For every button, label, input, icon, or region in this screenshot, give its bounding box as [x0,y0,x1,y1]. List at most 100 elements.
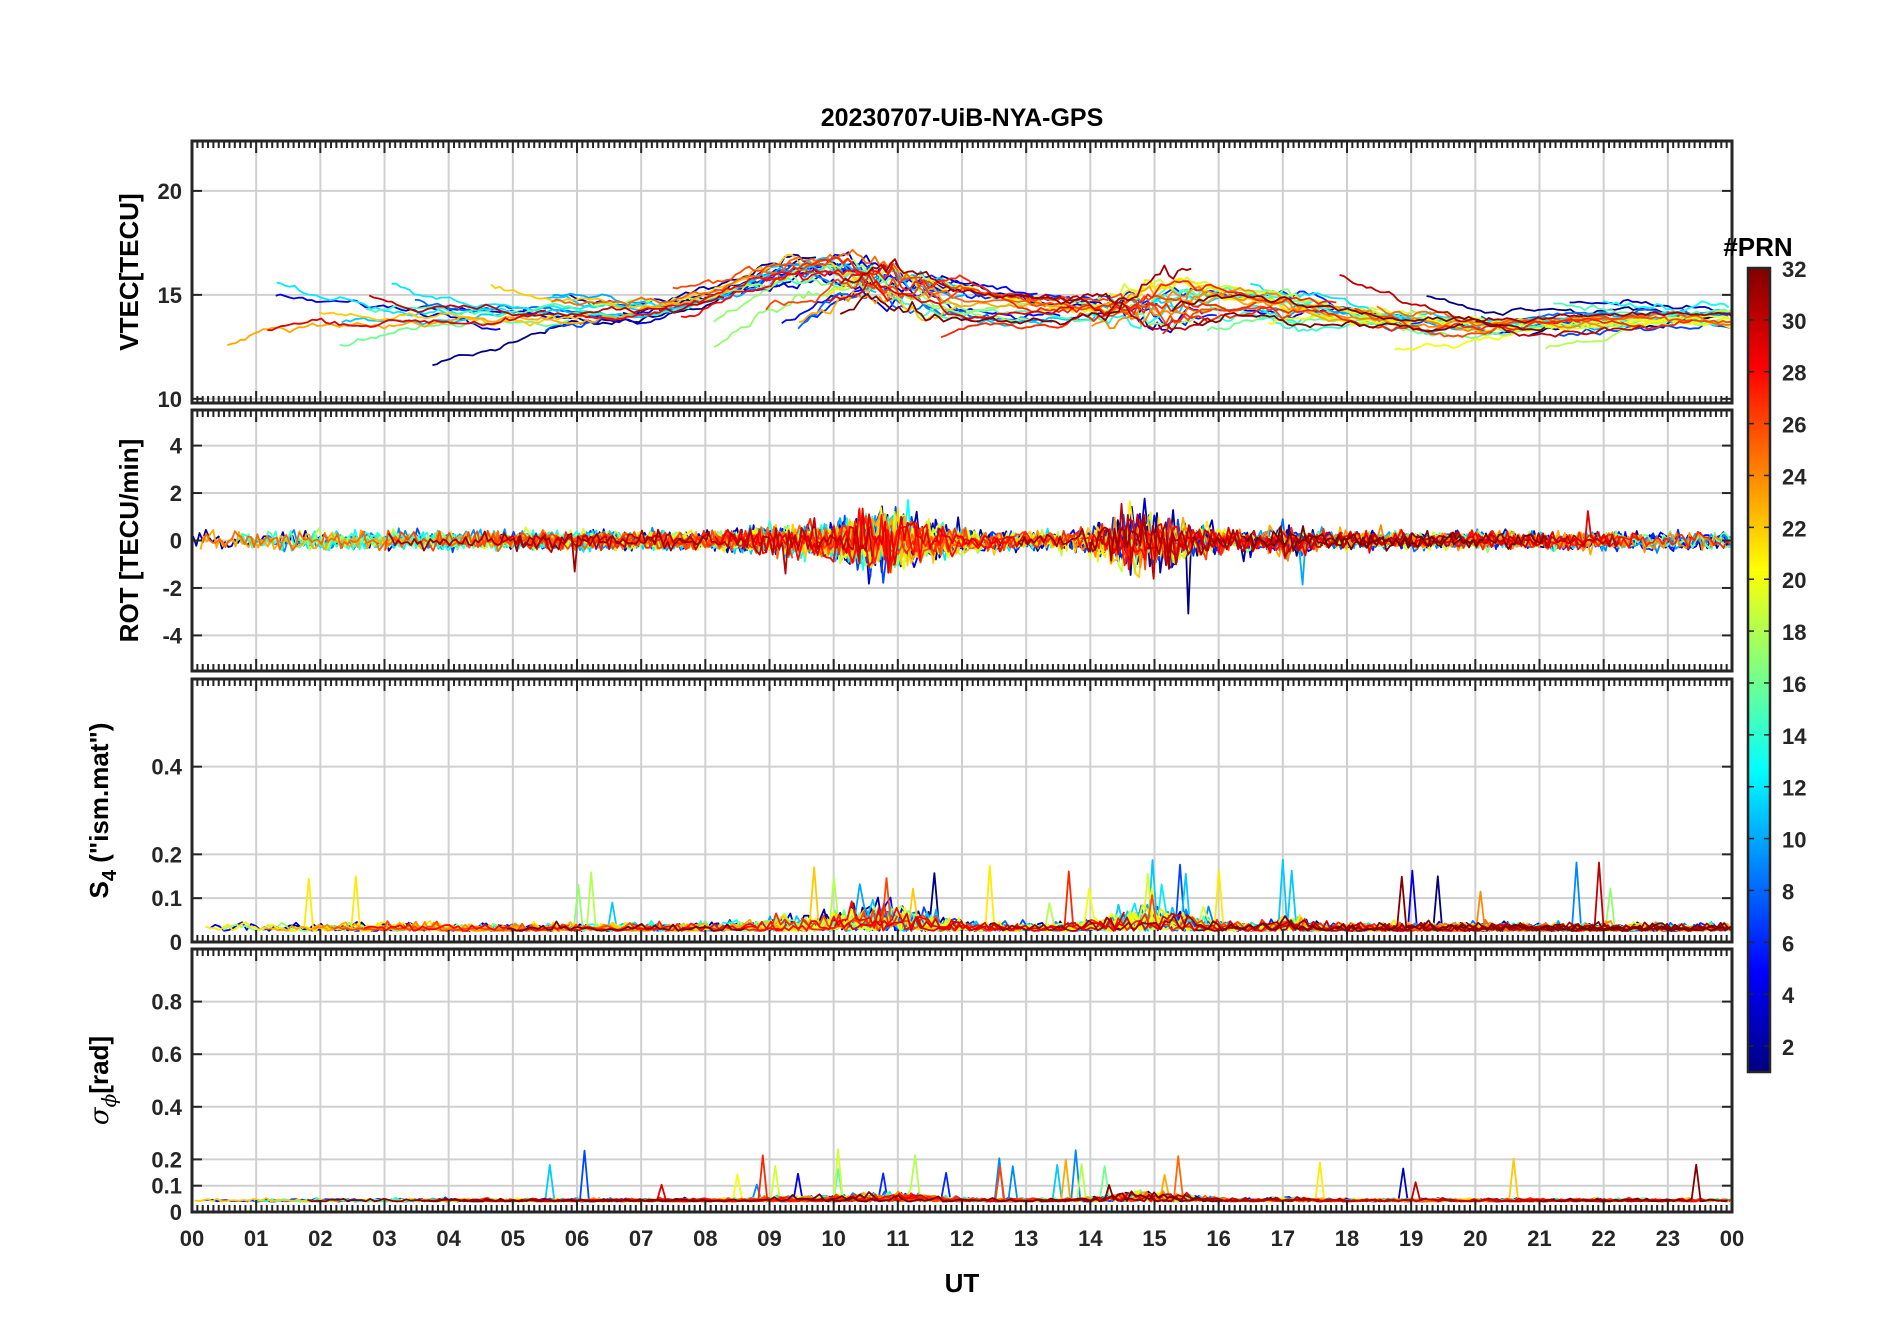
colorbar-scale [1746,266,1772,1074]
y-tick-label: 0 [170,529,182,554]
x-tick-label: 20 [1463,1226,1487,1251]
trace-prn-7 [1559,321,1731,337]
trace-prn-12 [391,282,684,312]
trace-prn-32 [1539,921,1730,932]
colorbar-tick-label: 32 [1782,257,1806,282]
x-tick-label: 06 [565,1226,589,1251]
x-tick-label: 21 [1527,1226,1551,1251]
trace-prn-32 [1538,1163,1728,1203]
x-tick-label: 12 [950,1226,974,1251]
x-tick-label: 13 [1014,1226,1038,1251]
trace-prn-29 [826,280,1075,320]
trace-prn-29 [714,507,1031,574]
y-tick-label: 0.4 [151,1095,182,1120]
colorbar-tick-label: 26 [1782,413,1806,438]
x-tick-label: 14 [1078,1226,1103,1251]
trace-prn-21 [1039,277,1369,326]
y-tick-label: 0.6 [151,1042,182,1067]
x-tick-label: 02 [308,1226,332,1251]
trace-prn-22 [318,311,589,327]
x-tick-label: 08 [693,1226,717,1251]
colorbar-tick-label: 20 [1782,568,1806,593]
trace-prn-30 [1014,293,1213,331]
s4-traces [205,858,1732,932]
colorbar-tick-label: 14 [1782,724,1807,749]
colorbar-tick-label: 28 [1782,361,1806,386]
x-axis-label: UT [945,1268,980,1298]
trace-prn-30 [368,294,725,317]
trace-prn-31 [1036,1193,1320,1203]
trace-prn-32 [839,293,1125,326]
trace-prn-32 [1193,311,1464,333]
x-tick-label: 18 [1335,1226,1359,1251]
x-tick-label: 04 [436,1226,461,1251]
trace-prn-31 [387,528,711,573]
colorbar-tick-label: 12 [1782,776,1806,801]
y-tick-label: 0.2 [151,1147,182,1172]
x-tick-label: 01 [244,1226,268,1251]
chart-title: 20230707-UiB-NYA-GPS [821,104,1104,132]
vtec-y-axis-label: VTEC[TECU] [114,193,144,350]
trace-prn-25 [202,530,409,552]
y-tick-label: 0.1 [151,886,182,911]
trace-prn-32 [1195,875,1731,932]
trace-prn-31 [1017,517,1241,570]
y-tick-label: -4 [162,623,182,648]
trace-prn-24 [1108,291,1496,333]
sigma-phi-y-axis-label: σϕ[rad] [84,1036,121,1125]
panel-rot: -4 -2 0 2 4 ROT [TECU/min] [114,408,1734,673]
trace-prn-31 [1475,311,1732,324]
colorbar-tick-label: 24 [1782,464,1807,489]
rot-x-ticks [191,410,1733,671]
y-tick-label: 0 [170,930,182,955]
y-label-main: VTEC[TECU] [114,193,144,350]
s4-y-axis-label: S4 ("ism.mat") [84,723,121,899]
y-tick-label: -2 [162,576,182,601]
x-tick-label: 03 [372,1226,396,1251]
x-tick-label: 23 [1656,1226,1680,1251]
colorbar-tick-label: 30 [1782,309,1806,334]
colorbar-tick-label: 4 [1782,983,1795,1008]
colorbar-tick-label: 8 [1782,879,1794,904]
x-axis: 00 01 02 03 04 05 06 07 08 09 10 11 12 13 14 15 16 17 18 19… [180,1226,1744,1251]
colorbar-tick-label: 6 [1782,931,1794,956]
trace-prn-27 [1162,305,1694,335]
x-tick-label: 22 [1591,1226,1615,1251]
y-tick-label: 0.1 [151,1174,182,1199]
y-tick-label: 0 [170,1200,182,1225]
x-tick-label: 16 [1206,1226,1230,1251]
trace-prn-28 [363,922,788,932]
vtec-x-ticks [191,141,1733,403]
sigma-phi-x-ticks [191,949,1733,1212]
panel-vtec: 10 15 20 VTEC[TECU] [114,139,1734,412]
trace-prn-32 [1241,529,1474,549]
x-tick-label: 17 [1271,1226,1295,1251]
colorbar-tick-label: 2 [1782,1035,1794,1060]
y-tick-label: 2 [170,481,182,506]
colorbar-title: #PRN [1723,232,1792,262]
x-tick-label: 19 [1399,1226,1423,1251]
trace-prn-32 [799,1184,1222,1203]
trace-prn-32 [307,1191,879,1203]
y-tick-label: 4 [170,434,183,459]
y-label-subscript: ϕ [97,1093,121,1107]
s4-x-ticks [191,679,1733,942]
trace-prn-3 [416,251,881,325]
y-label-main: S [84,881,114,898]
trace-prn-30 [1339,274,1641,338]
trace-prn-4 [275,293,501,331]
colorbar-tick-label: 18 [1782,620,1806,645]
y-tick-label: 0.8 [151,990,182,1015]
trace-prn-29 [267,309,546,332]
trace-prn-30 [1088,502,1620,580]
trace-prn-19 [1096,276,1651,333]
vtec-traces [226,248,1732,366]
colorbar-tick-label: 22 [1782,516,1806,541]
trace-prn-28 [680,268,893,319]
y-label-symbol: σ [85,1106,115,1125]
trace-prn-25 [1376,305,1732,327]
trace-prn-32 [1270,525,1548,552]
panel-s4: 0 0.1 0.2 0.4 S4 ("ism.mat") [84,677,1734,955]
